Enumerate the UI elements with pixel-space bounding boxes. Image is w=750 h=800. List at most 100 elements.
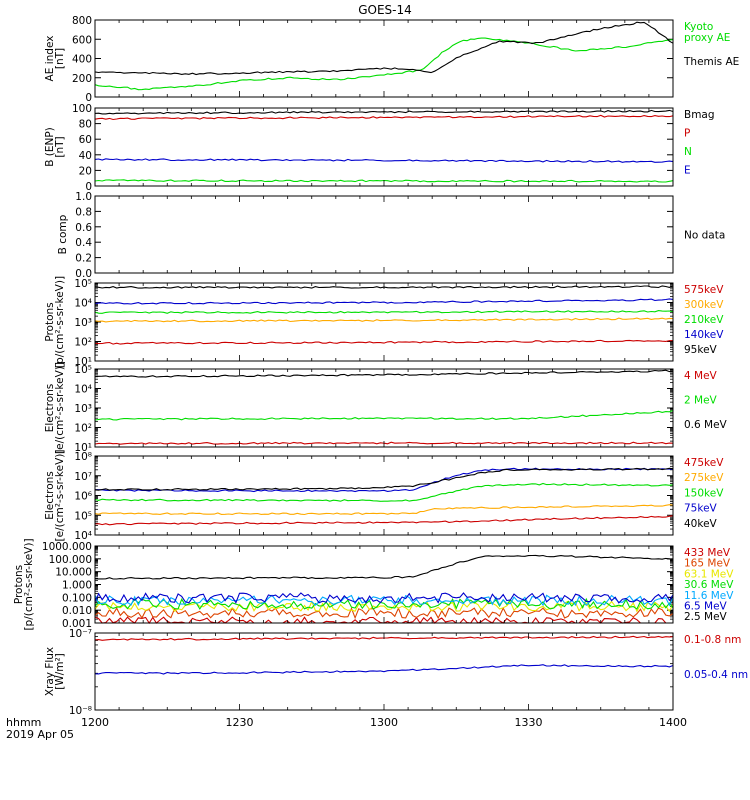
y-tick-label: 100.000 (49, 554, 92, 566)
series-line (94, 504, 674, 516)
legend-entry: Bmag (684, 109, 715, 121)
y-tick-label: 60 (79, 134, 92, 146)
y-axis-label: Protons (44, 302, 56, 341)
x-tick-label: 1330 (515, 716, 543, 729)
y-axis-label: [nT] (54, 136, 66, 157)
x-tick-label: 1230 (226, 716, 254, 729)
y-tick-label: 10² (74, 423, 92, 435)
y-axis-label: AE index (44, 36, 56, 82)
y-tick-label: 1.000 (62, 580, 92, 592)
legend-entry: 475keV (684, 457, 724, 469)
legend-entry: 140keV (684, 329, 724, 341)
panel-frame (94, 368, 674, 448)
y-tick-label: 10⁵ (74, 364, 92, 376)
legend-entry: 4 MeV (684, 370, 718, 382)
y-tick-label: 10⁷ (74, 471, 92, 483)
panel-frame (94, 545, 674, 624)
series-line (94, 515, 674, 526)
legend-entry: 433 MeV (684, 547, 731, 559)
y-tick-label: 200 (72, 73, 92, 85)
legend-entry: Kyoto (684, 21, 713, 33)
legend-entry: 150keV (684, 487, 724, 499)
y-tick-label: 0.6 (75, 222, 92, 234)
y-tick-label: 0.8 (75, 206, 92, 218)
series-line (94, 298, 674, 305)
legend-entry: Themis AE (683, 56, 739, 68)
y-tick-label: 0.100 (62, 592, 92, 604)
chart-title: GOES-14 (358, 3, 412, 17)
legend-entry: 40keV (684, 518, 718, 530)
legend-entry: 210keV (684, 314, 724, 326)
panel-4: 10¹ 10² 10³ 10⁴ 10⁵ Protons[p/(cm²-s-sr-keV)]… (44, 276, 724, 368)
legend-entry: 0.6 MeV (684, 419, 728, 431)
series-line (94, 409, 674, 421)
y-tick-label: 400 (72, 54, 92, 66)
legend-entry: 75keV (684, 503, 718, 515)
legend-entry: N (684, 146, 692, 158)
legend-entry: 300keV (684, 299, 724, 311)
y-tick-label: 600 (72, 34, 92, 46)
panel-6: 10⁴ 10⁵ 10⁶ 10⁷ 10⁸ Electrons[e/(cm²-s-sr-keV… (44, 450, 724, 542)
legend-entry: 165 MeV (684, 558, 731, 570)
legend-entry: 0.05-0.4 nm (684, 669, 748, 681)
legend-entry: 11.6 MeV (684, 590, 734, 602)
y-tick-label: 0 (85, 181, 92, 193)
panel-frame (94, 195, 674, 274)
y-tick-label: 20 (79, 165, 92, 177)
panel-8: 10⁻⁸ 10⁻⁷ Xray Flux[W/m²] 0.1-0.8 nm 0.05-0.… (44, 628, 748, 717)
y-axis-label: Xray Flux (44, 647, 56, 696)
legend-entry: 6.5 MeV (684, 600, 728, 612)
x-tick-label: 1200 (81, 716, 109, 729)
y-tick-label: 10⁵ (74, 510, 92, 522)
y-tick-label: 10³ (74, 403, 92, 415)
y-tick-label: 10⁴ (74, 530, 92, 542)
y-axis-label: [nT] (54, 48, 66, 69)
series-line (94, 554, 674, 580)
legend-entry: 575keV (684, 284, 724, 296)
legend-entry: proxy AE (684, 32, 730, 44)
y-axis-label: Electrons (44, 384, 56, 433)
y-tick-label: 10⁻⁷ (69, 628, 92, 640)
date-label: 2019 Apr 05 (6, 728, 74, 741)
series-line (94, 339, 674, 345)
y-tick-label: 10³ (74, 317, 92, 329)
panel-5: 10¹ 10² 10³ 10⁴ 10⁵ Electrons[e/(cm²-s-sr-keV… (44, 362, 728, 454)
series-line (94, 592, 674, 604)
series-line (94, 21, 674, 76)
legend-entry: 2 MeV (684, 394, 718, 406)
y-tick-label: 10² (74, 337, 92, 349)
series-line (94, 482, 674, 502)
y-tick-label: 10⁻⁸ (69, 705, 92, 717)
y-tick-label: 800 (72, 15, 92, 27)
legend-entry: P (684, 128, 690, 140)
y-tick-label: 0 (85, 92, 92, 104)
y-tick-label: 10⁶ (74, 491, 92, 503)
y-tick-label: 10¹ (74, 442, 92, 454)
y-axis-label: B (ENP) (44, 127, 56, 167)
legend-entry: 2.5 MeV (684, 611, 728, 623)
y-tick-label: 80 (79, 119, 92, 131)
y-axis-label: Protons (13, 565, 25, 604)
y-tick-label: 10⁵ (74, 278, 92, 290)
y-axis-label: [p/(cm²-s-sr-keV)] (54, 276, 66, 368)
y-tick-label: 0.010 (62, 605, 92, 617)
series-line (94, 467, 674, 491)
series-line (94, 158, 674, 163)
y-tick-label: 1.0 (75, 191, 92, 203)
y-tick-label: 10¹ (74, 356, 92, 368)
y-tick-label: 10⁸ (74, 451, 92, 463)
x-tick-label: 1400 (659, 716, 687, 729)
legend-entry: 275keV (684, 472, 724, 484)
legend-entry: 30.6 MeV (684, 579, 734, 591)
panel-frame (94, 282, 674, 362)
y-tick-label: 0.0 (75, 268, 92, 280)
y-tick-label: 0.4 (75, 237, 92, 249)
legend-entry: E (684, 165, 691, 177)
series-line (94, 37, 674, 91)
series-line (94, 606, 674, 620)
y-tick-label: 40 (79, 150, 92, 162)
y-tick-label: 100 (72, 103, 92, 115)
